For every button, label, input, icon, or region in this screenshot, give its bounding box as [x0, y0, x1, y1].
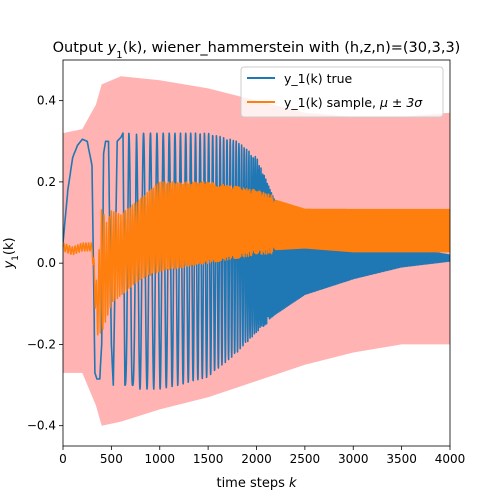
title-prefix: Output [53, 40, 108, 56]
x-tick-label: 3500 [386, 452, 417, 466]
y-axis-ticks: −0.4 −0.2 0.0 0.2 0.4 [27, 94, 63, 433]
x-tick-label: 500 [100, 452, 123, 466]
chart-title: Output y1(k), wiener_hammerstein with (h… [53, 40, 461, 61]
title-symbol: y [107, 40, 117, 56]
legend-sample-label-prefix: y_1(k) sample, [284, 95, 380, 110]
x-tick-label: 0 [59, 452, 67, 466]
y-tick-label: −0.2 [27, 337, 56, 351]
legend-sample-label: y_1(k) sample, μ ± 3σ [284, 95, 423, 110]
y-tick-label: 0.4 [37, 94, 56, 108]
legend-true-label: y_1(k) true [284, 71, 353, 86]
sample-series-line [63, 181, 450, 336]
title-subscript: 1 [116, 50, 122, 61]
sample-series-layer [63, 181, 450, 336]
legend: y_1(k) true y_1(k) sample, μ ± 3σ [240, 66, 444, 118]
y-axis-label-symbol: y [2, 261, 17, 270]
x-axis-ticks: 0 500 1000 1500 2000 2500 3000 3500 4000 [59, 446, 465, 466]
y-tick-label: 0.0 [37, 256, 56, 270]
y-axis-label-subscript: 1 [11, 255, 21, 261]
x-axis-label-symbol: k [289, 476, 297, 491]
title-suffix: , wiener_hammerstein with (h,z,n)=(30,3,… [142, 40, 460, 56]
x-tick-label: 3000 [338, 452, 369, 466]
x-tick-label: 1500 [193, 452, 224, 466]
legend-box [240, 66, 444, 118]
y-axis-label: y1(k) [2, 237, 21, 269]
x-tick-label: 2500 [290, 452, 321, 466]
legend-sample-label-math: μ ± 3σ [379, 95, 423, 110]
x-tick-label: 4000 [435, 452, 466, 466]
x-axis-label-text: time steps [216, 476, 289, 491]
x-axis-label: time steps k [216, 476, 297, 491]
y-tick-label: −0.4 [27, 419, 56, 433]
x-tick-label: 2000 [241, 452, 272, 466]
x-tick-label: 1000 [144, 452, 175, 466]
title-arg: (k) [123, 40, 143, 56]
y-tick-label: 0.2 [37, 175, 56, 189]
y-axis-label-arg: (k) [2, 237, 17, 255]
